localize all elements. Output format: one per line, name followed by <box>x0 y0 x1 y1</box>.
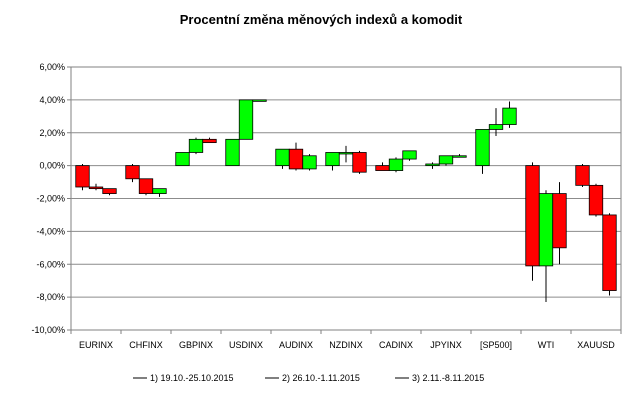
candle-body <box>125 165 140 180</box>
x-category-label: USDINX <box>229 340 263 350</box>
candle-body <box>402 150 417 160</box>
candle-body <box>475 129 490 167</box>
candle-body <box>425 163 440 167</box>
x-category-label: JPYINX <box>430 340 462 350</box>
candle-body <box>88 186 104 190</box>
candle-body <box>438 155 454 165</box>
candle-body <box>252 99 267 102</box>
legend-label: 3) 2.11.-8.11.2015 <box>412 373 484 383</box>
y-axis: 6,00% 4,00% 2,00% 0,00% -2,00% -4,00% -6,00% -8… <box>31 62 65 335</box>
legend-label: 1) 19.10.-25.10.2015 <box>150 373 234 383</box>
candle-body <box>552 193 567 249</box>
y-tick-label: 2,00% <box>39 128 65 138</box>
candle-body <box>502 107 517 125</box>
x-category-label: AUDINX <box>279 340 313 350</box>
candles <box>75 99 617 303</box>
candle-body <box>602 214 617 291</box>
x-category-label: CHFINX <box>129 340 163 350</box>
candle-body <box>575 165 590 186</box>
x-category-label: WTI <box>538 340 555 350</box>
y-tick-label: 6,00% <box>39 62 65 72</box>
x-category-label: NZDINX <box>329 340 363 350</box>
x-category-label: EURINX <box>79 340 113 350</box>
chart-title: Procentní změna měnových indexů a komodi… <box>180 12 463 27</box>
candle-body <box>375 165 390 171</box>
candle-body <box>225 138 240 167</box>
y-tick-label: -10,00% <box>31 325 65 335</box>
x-axis: EURINX CHFINX GBPINX USDINX AUDINX NZDINX CADI… <box>70 330 622 350</box>
candle-body <box>275 148 290 167</box>
candle-body <box>238 99 254 140</box>
candle-body <box>188 138 204 153</box>
candle-body <box>138 178 154 194</box>
candle-body <box>175 152 190 167</box>
candle-body <box>288 148 304 170</box>
y-tick-label: -2,00% <box>36 194 65 204</box>
legend: 1) 19.10.-25.10.2015 2) 26.10.-1.11.2015 3… <box>133 373 484 383</box>
x-category-label: [SP500] <box>480 340 512 350</box>
y-tick-label: -8,00% <box>36 292 65 302</box>
candle-body <box>338 152 354 155</box>
y-tick-label: -4,00% <box>36 226 65 236</box>
candle-body <box>352 152 367 173</box>
candle-body <box>302 155 317 170</box>
candle-body <box>525 165 540 267</box>
legend-label: 2) 26.10.-1.11.2015 <box>282 373 360 383</box>
candle-body <box>325 152 340 167</box>
candle-body <box>75 165 90 188</box>
candle-body <box>538 193 554 267</box>
candle-body <box>102 188 117 194</box>
y-tick-label: 4,00% <box>39 95 65 105</box>
candle-body <box>202 138 217 144</box>
candle-body <box>388 158 404 171</box>
x-category-label: GBPINX <box>179 340 213 350</box>
x-category-label: XAUUSD <box>577 340 615 350</box>
y-tick-label: -6,00% <box>36 259 65 269</box>
candle-body <box>152 188 167 194</box>
candle-body <box>452 155 467 158</box>
y-tick-label: 0,00% <box>39 161 65 171</box>
x-category-label: CADINX <box>379 340 413 350</box>
candle-body <box>588 184 604 216</box>
candle-body <box>488 124 504 130</box>
